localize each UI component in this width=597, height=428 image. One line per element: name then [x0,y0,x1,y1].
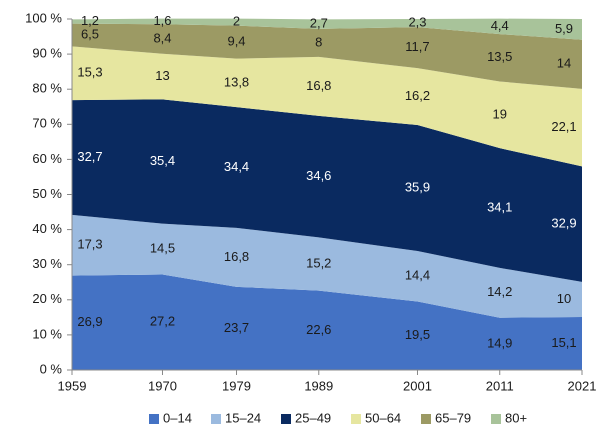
y-tick-label: 80 % [32,81,62,96]
legend-label: 25–49 [295,410,331,425]
x-tick-label: 1970 [148,378,177,393]
data-label: 14,2 [487,284,512,299]
data-label: 17,3 [77,237,102,252]
data-label: 22,6 [306,322,331,337]
data-label: 35,9 [405,179,430,194]
legend-label: 0–14 [163,410,192,425]
data-label: 34,6 [306,168,331,183]
data-label: 35,4 [150,153,175,168]
data-label: 8 [315,34,322,49]
y-tick-label: 50 % [32,186,62,201]
data-label: 14 [557,56,571,71]
y-tick-label: 10 % [32,326,62,341]
area [72,23,582,89]
area [72,274,582,370]
legend-swatch [281,414,291,424]
data-label: 13,8 [224,74,249,89]
x-tick-label: 1989 [304,378,333,393]
x-tick-label: 2001 [403,378,432,393]
x-tick-label: 1979 [222,378,251,393]
data-label: 2,7 [310,16,328,31]
x-tick-label: 2011 [486,378,514,393]
y-tick-label: 70 % [32,116,62,131]
data-label: 15,2 [306,255,331,270]
data-label: 34,4 [224,159,249,174]
data-label: 1,6 [153,13,171,28]
area [72,214,582,318]
data-label: 16,2 [405,88,430,103]
legend-swatch [149,414,159,424]
area [72,18,582,40]
y-tick-label: 100 % [25,10,62,25]
y-tick-label: 0 % [40,361,63,376]
data-label: 11,7 [405,39,429,54]
data-label: 19,5 [405,327,430,342]
data-label: 5,9 [555,21,573,36]
data-label: 26,9 [77,314,102,329]
data-label: 14,4 [405,268,430,283]
legend-label: 80+ [505,410,527,425]
data-label: 32,7 [77,149,102,164]
data-label: 32,9 [551,216,576,231]
data-label: 15,3 [77,65,102,80]
data-label: 15,1 [551,335,576,350]
y-tick-label: 30 % [32,256,62,271]
y-tick-label: 20 % [32,291,62,306]
data-label: 13,5 [487,49,512,64]
data-label: 8,4 [153,30,171,45]
data-label: 10 [557,291,571,306]
data-label: 34,1 [487,199,512,214]
legend-label: 65–79 [435,410,471,425]
legend-label: 50–64 [365,410,401,425]
y-tick-label: 40 % [32,221,62,236]
data-label: 27,2 [150,314,175,329]
data-label: 6,5 [81,26,99,41]
legend-swatch [421,414,431,424]
data-label: 4,4 [491,18,509,33]
legend-swatch [491,414,501,424]
data-label: 13 [155,68,169,83]
legend-label: 15–24 [225,410,261,425]
data-label: 16,8 [306,78,331,93]
legend-swatch [211,414,221,424]
data-label: 14,5 [150,241,175,256]
data-label: 14,9 [487,335,512,350]
data-label: 1,2 [81,13,99,28]
y-tick-label: 90 % [32,46,62,61]
data-label: 16,8 [224,249,249,264]
data-label: 23,7 [224,320,249,335]
data-label: 22,1 [551,119,576,134]
data-label: 9,4 [227,34,245,49]
x-tick-label: 2021 [568,378,597,393]
area [72,46,582,167]
y-tick-label: 60 % [32,151,62,166]
area [72,99,582,282]
legend-swatch [351,414,361,424]
data-label: 19 [493,106,507,121]
data-label: 2,3 [408,14,426,29]
x-tick-label: 1959 [58,378,87,393]
data-label: 2 [233,14,240,29]
